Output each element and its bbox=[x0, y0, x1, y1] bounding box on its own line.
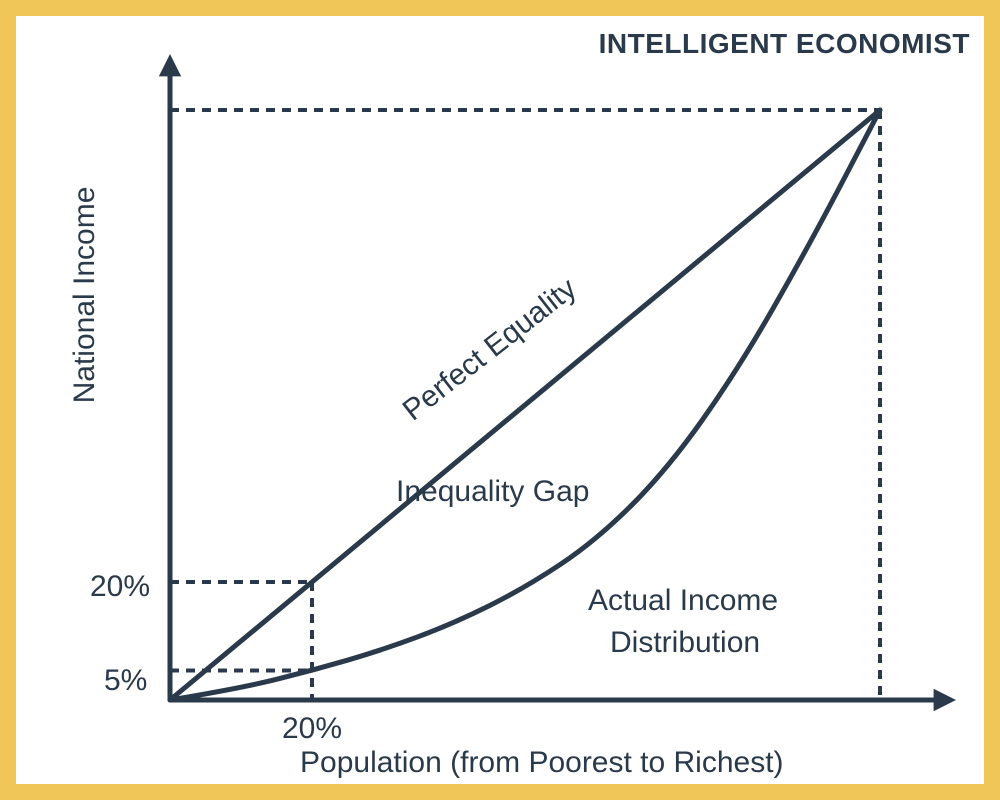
lorenz-curve-chart bbox=[0, 0, 1000, 800]
y-tick-5pct: 5% bbox=[104, 664, 147, 698]
y-axis-label: National Income bbox=[68, 187, 102, 404]
x-tick-20pct: 20% bbox=[282, 712, 342, 746]
chart-frame: INTELLIGENT ECONOMIST National Income Po… bbox=[0, 0, 1000, 800]
actual-income-label-line2: Distribution bbox=[610, 626, 760, 660]
x-axis-label: Population (from Poorest to Richest) bbox=[300, 746, 784, 780]
y-tick-20pct: 20% bbox=[90, 570, 150, 604]
inequality-gap-label: Inequality Gap bbox=[396, 475, 589, 509]
x-axis-arrow-icon bbox=[934, 689, 956, 711]
y-axis-arrow-icon bbox=[159, 54, 181, 76]
actual-income-label-line1: Actual Income bbox=[588, 584, 778, 618]
